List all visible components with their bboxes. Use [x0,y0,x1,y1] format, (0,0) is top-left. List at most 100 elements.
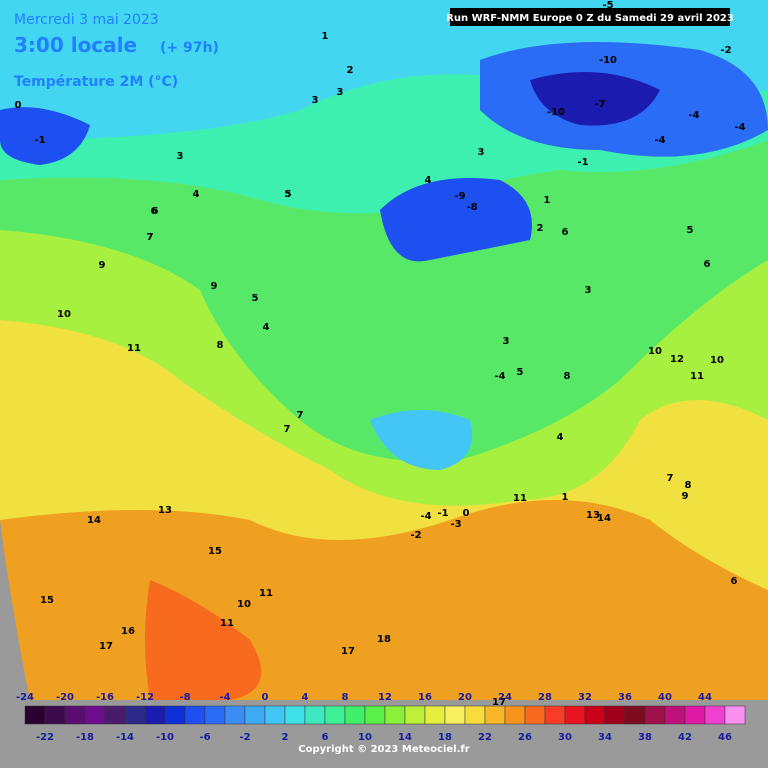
contour-label: 9 [211,281,218,292]
contour-label: 11 [513,493,527,504]
contour-label: -2 [410,530,421,541]
legend-label-top: -8 [179,692,190,703]
contour-label: 10 [57,309,71,320]
contour-label: 9 [682,491,689,502]
contour-label: 4 [557,432,564,443]
contour-label: 6 [731,576,738,587]
contour-label: 10 [710,355,724,366]
legend-swatch [524,705,546,725]
legend-swatch [724,705,746,725]
legend-swatch [624,705,646,725]
legend-swatch [544,705,566,725]
contour-label: 17 [99,641,113,652]
legend-label-bottom: -10 [156,732,174,743]
contour-label: 15 [208,546,222,557]
contour-label: -4 [420,511,431,522]
legend-label-bottom: -18 [76,732,94,743]
contour-label: 11 [690,371,704,382]
legend-swatch [184,705,206,725]
contour-label: -10 [547,107,565,118]
legend-swatch [484,705,506,725]
contour-label: -8 [466,202,477,213]
contour-label: 11 [127,343,141,354]
contour-label: 1 [322,31,329,42]
contour-label: 5 [517,367,524,378]
legend-swatch [644,705,666,725]
contour-label: 11 [259,588,273,599]
zone-skyblue [0,0,768,140]
legend-label-bottom: 14 [398,732,412,743]
outside-left [0,520,30,700]
contour-label: 2 [537,223,544,234]
contour-label: -10 [599,55,617,66]
legend-swatch [444,705,466,725]
contour-label: -2 [720,45,731,56]
contour-label: 3 [177,151,184,162]
legend-label-top: -16 [96,692,114,703]
legend-swatch [684,705,706,725]
variable: Température 2M (°C) [14,74,178,90]
contour-label: -3 [450,519,461,530]
contour-label: 11 [220,618,234,629]
contour-label: 14 [597,513,611,524]
contour-label: -1 [34,135,45,146]
legend-label-top: 36 [618,692,632,703]
contour-label: -1 [577,157,588,168]
contour-label: 17 [341,646,355,657]
legend-swatch [104,705,126,725]
legend-label-top: -24 [16,692,34,703]
legend-label-bottom: -6 [199,732,210,743]
legend-swatch [84,705,106,725]
contour-label: 5 [687,225,694,236]
contour-label: 7 [667,473,674,484]
contour-label: -5 [602,0,613,11]
legend-swatch [404,705,426,725]
legend-swatch [504,705,526,725]
contour-label: 8 [685,480,692,491]
contour-label: 13 [158,505,172,516]
legend-label-top: 24 [498,692,512,703]
legend-swatch [204,705,226,725]
contour-label: -9 [454,191,465,202]
legend-label-top: 32 [578,692,592,703]
contour-label: 7 [147,232,154,243]
contour-label: -4 [688,110,699,121]
contour-label: 4 [425,175,432,186]
legend-label-top: 4 [302,692,309,703]
contour-label: 6 [704,259,711,270]
legend-label-top: 20 [458,692,472,703]
contour-label: 1 [544,195,551,206]
legend-label-bottom: 18 [438,732,452,743]
legend-swatch [264,705,286,725]
contour-label: 5 [252,293,259,304]
legend-label-bottom: 10 [358,732,372,743]
warm-africa [145,580,262,700]
contour-label: 10 [648,346,662,357]
legend-label-bottom: 6 [322,732,329,743]
legend-swatch [224,705,246,725]
contour-label: 16 [121,626,135,637]
legend-swatch [324,705,346,725]
contour-label: 7 [297,410,304,421]
legend-swatch [464,705,486,725]
contour-label: 3 [312,95,319,106]
run-info: Run WRF-NMM Europe 0 Z du Samedi 29 avri… [446,13,734,24]
legend-swatch [664,705,686,725]
contour-label: 3 [478,147,485,158]
legend-label-bottom: -14 [116,732,134,743]
contour-label: -4 [734,122,745,133]
legend-swatch [584,705,606,725]
lead-time: (+ 97h) [160,40,219,56]
legend-swatch [244,705,266,725]
legend-swatch [44,705,66,725]
legend-swatch [284,705,306,725]
copyright: Copyright © 2023 Meteociel.fr [298,744,469,755]
legend-swatch [384,705,406,725]
contour-label: 9 [99,260,106,271]
legend-label-bottom: 46 [718,732,732,743]
legend-label-bottom: 30 [558,732,572,743]
contour-label: 6 [152,206,159,217]
contour-label: 2 [347,65,354,76]
contour-label: 10 [237,599,251,610]
